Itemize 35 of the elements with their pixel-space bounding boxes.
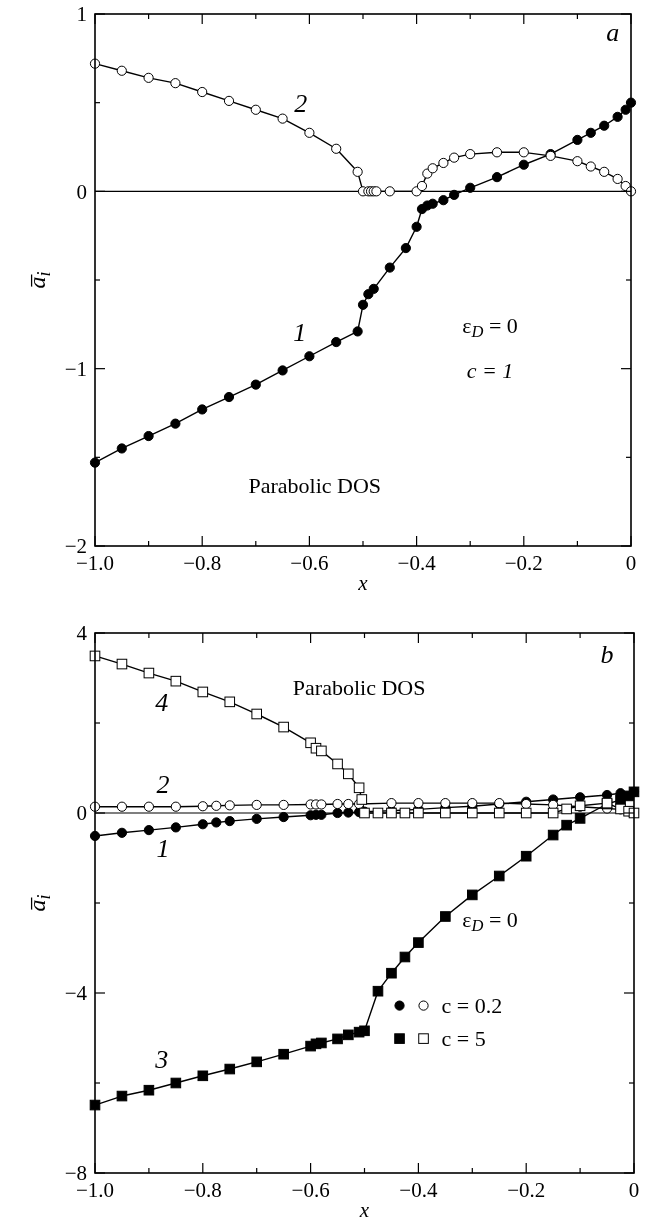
y-tick-label: 0 [76, 801, 87, 826]
x-tick-label: −0.2 [504, 551, 543, 575]
y-tick-label: −2 [64, 534, 87, 559]
x-tick-label: −0.4 [399, 1178, 438, 1202]
annotation: 4 [155, 688, 169, 718]
x-tick-label: −0.8 [183, 1178, 222, 1202]
y-tick-label: −8 [64, 1161, 87, 1186]
annotation: 3 [154, 1045, 169, 1075]
x-axis-title: x [357, 571, 369, 595]
x-tick-label: −0.6 [290, 551, 329, 575]
legend-label: c = 0.2 [441, 993, 503, 1019]
y-tick-label: 0 [76, 179, 87, 204]
x-tick-label: −0.8 [183, 551, 222, 575]
annotation: Parabolic DOS [292, 675, 426, 701]
x-tick-label: −0.4 [397, 551, 437, 575]
x-axis-title: x [358, 1198, 370, 1222]
annotation: a [606, 17, 620, 47]
legend-label: c = 5 [441, 1026, 486, 1052]
annotation: 1 [293, 318, 307, 348]
y-tick-label: 4 [76, 621, 88, 646]
annotation: b [600, 639, 614, 669]
x-tick-label: −0.2 [507, 1178, 546, 1202]
annotation: 2 [156, 770, 170, 800]
annotation: 1 [156, 834, 170, 864]
y-tick-label: 1 [76, 2, 87, 27]
annotation: ε$_{D}$ = 0 [462, 907, 518, 936]
annotation: Parabolic DOS [248, 472, 382, 498]
x-tick-label: −0.6 [291, 1178, 330, 1202]
annotation: 2 [294, 89, 308, 119]
y-tick-label: −1 [64, 357, 87, 382]
annotation: ε$_{D}$ = 0 [462, 313, 518, 342]
x-tick-label: 0 [625, 551, 637, 575]
annotation: c = 1 [466, 358, 514, 384]
y-tick-label: −4 [64, 981, 88, 1006]
x-tick-label: 0 [628, 1178, 640, 1202]
